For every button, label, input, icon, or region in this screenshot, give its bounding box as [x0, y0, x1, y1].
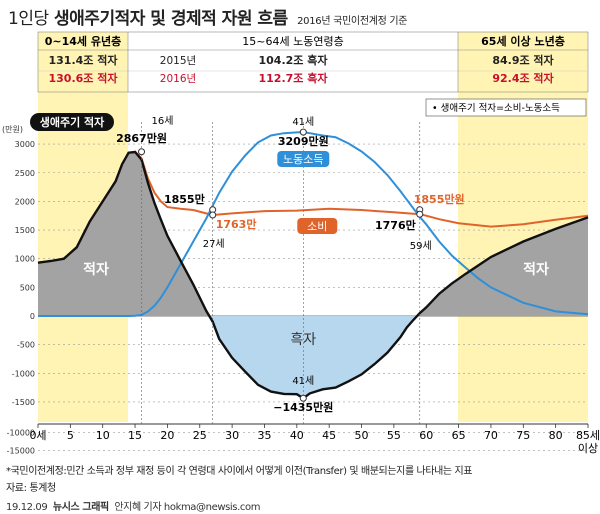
group-old: 65세 이상 노년층 — [481, 34, 565, 48]
deficit-tag: 생애주기 적자 — [30, 113, 114, 131]
x-tick-label: 10 — [96, 429, 110, 442]
x-tick-label: 20 — [160, 429, 174, 442]
deficit-tag-label: 생애주기 적자 — [40, 115, 105, 129]
x-tick-label: 55 — [387, 429, 401, 442]
deficit-label-left: 적자 — [83, 261, 109, 278]
annotation-59-consumption: 1855만원 — [414, 192, 465, 206]
x-tick-label: 65 — [452, 429, 466, 442]
annotation-peak-deficit: 2867만원 — [116, 131, 167, 145]
marker-point — [209, 211, 217, 219]
consumption-label: 소비 — [307, 220, 327, 233]
x-tick-label: 35 — [257, 429, 271, 442]
annotation-age-27: 27세 — [203, 238, 225, 250]
marker-point — [416, 210, 424, 218]
x-tick-label: 15 — [128, 429, 142, 442]
x-tick-label: 0세 — [29, 429, 46, 442]
series-line-deficit — [37, 150, 589, 400]
x-tick-label: 5 — [67, 429, 74, 442]
y-tick-label: 2000 — [15, 197, 35, 206]
deficit-label-right: 적자 — [523, 261, 549, 278]
title-light: 1인당 — [8, 9, 49, 29]
footnote: *국민이전계정:민간 소득과 정부 재정 등이 각 연령대 사이에서 어떻게 이… — [6, 466, 473, 477]
y-tick-label: -15000 — [7, 447, 35, 456]
annotation-age-16: 16세 — [152, 115, 174, 127]
x-tick-label: 45 — [322, 429, 336, 442]
x-tick-label: 75 — [516, 429, 530, 442]
annotation-27-consumption: 1763만 — [216, 217, 257, 231]
group-working: 15~64세 노동연령층 — [242, 35, 343, 48]
series-line-labor-income — [38, 131, 589, 317]
table-cell-working: 104.2조 흑자 — [259, 53, 329, 67]
surplus-area — [38, 316, 588, 399]
y-tick-label: 1500 — [15, 226, 35, 235]
credit-org: 뉴시스 그래픽 — [52, 502, 109, 513]
table-year: 2016년 — [160, 73, 196, 85]
credit-author: 안지혜 기자 hokma@newsis.com — [114, 502, 261, 513]
y-tick-label: -1500 — [12, 398, 35, 407]
table-cell-young: 130.6조 적자 — [49, 71, 119, 85]
table-year: 2015년 — [160, 55, 196, 67]
page-title: 1인당 생애주기적자 및 경제적 자원 흐름 2016년 국민이전계정 기준 — [8, 4, 408, 29]
marker-point — [299, 394, 307, 402]
group-young: 0~14세 유년층 — [45, 34, 122, 48]
surplus-label: 흑자 — [290, 331, 316, 348]
plot-area: 3000 2500 2000 1500 1000 500 0 -500 -1000 -1500 -1… — [2, 115, 600, 456]
legend-note-box: • 생애주기 적자=소비-노동소득 — [425, 98, 587, 117]
x-tick-label: 30 — [225, 429, 239, 442]
table-cell-working: 112.7조 흑자 — [259, 71, 329, 85]
annotation-age-59: 59세 — [410, 240, 432, 252]
x-tick-label: 85세 — [576, 429, 600, 442]
y-tick-label: 500 — [20, 283, 35, 292]
marker-point — [299, 128, 307, 136]
y-unit-label: (만원) — [2, 125, 23, 134]
table-cell-old: 84.9조 적자 — [492, 53, 554, 67]
annotation-27-income: 1855만 — [164, 192, 205, 206]
y-tick-label: 2500 — [15, 169, 35, 178]
y-tick-label: -500 — [17, 341, 35, 350]
source: 자료: 통계청 — [6, 483, 56, 494]
title-bold: 생애주기적자 및 경제적 자원 흐름 — [54, 9, 288, 29]
y-tick-label: 0 — [30, 312, 35, 321]
summary-table: 0~14세 유년층 15~64세 노동연령층 65세 이상 노년층 131.4조… — [37, 31, 589, 93]
table-cell-young: 131.4조 적자 — [49, 53, 119, 67]
y-tick-label: 1000 — [15, 255, 35, 264]
labor-income-label: 노동소득 — [283, 153, 323, 166]
y-tick-label: -10000 — [7, 429, 35, 438]
marker-point — [138, 148, 146, 156]
annotation-59-income: 1776만 — [375, 218, 416, 232]
annotation-peak-income: 3209만원 — [278, 134, 329, 148]
annotation-max-surplus: −1435만원 — [273, 400, 333, 414]
x-tick-label: 80 — [549, 429, 563, 442]
legend-note: • 생애주기 적자=소비-노동소득 — [432, 102, 560, 114]
x-tick-suffix: 이상 — [578, 442, 598, 455]
y-tick-label: -1000 — [12, 369, 35, 378]
credit-date: 19.12.09 — [6, 502, 48, 513]
annotation-age-41-top: 41세 — [292, 116, 314, 128]
consumption-tag — [297, 218, 338, 234]
annotation-age-41-bottom: 41세 — [292, 375, 314, 387]
title-subtitle: 2016년 국민이전계정 기준 — [297, 16, 408, 27]
x-tick-label: 25 — [193, 429, 207, 442]
x-tick-label: 70 — [484, 429, 498, 442]
table-cell-old: 92.4조 적자 — [492, 71, 554, 85]
x-tick-label: 40 — [290, 429, 304, 442]
x-tick-label: 60 — [419, 429, 433, 442]
x-tick-label: 50 — [355, 429, 369, 442]
credit: 19.12.09 뉴시스 그래픽 안지혜 기자 hokma@newsis.com — [6, 498, 260, 513]
labor-income-tag — [277, 151, 330, 167]
y-tick-label: 3000 — [15, 140, 35, 149]
